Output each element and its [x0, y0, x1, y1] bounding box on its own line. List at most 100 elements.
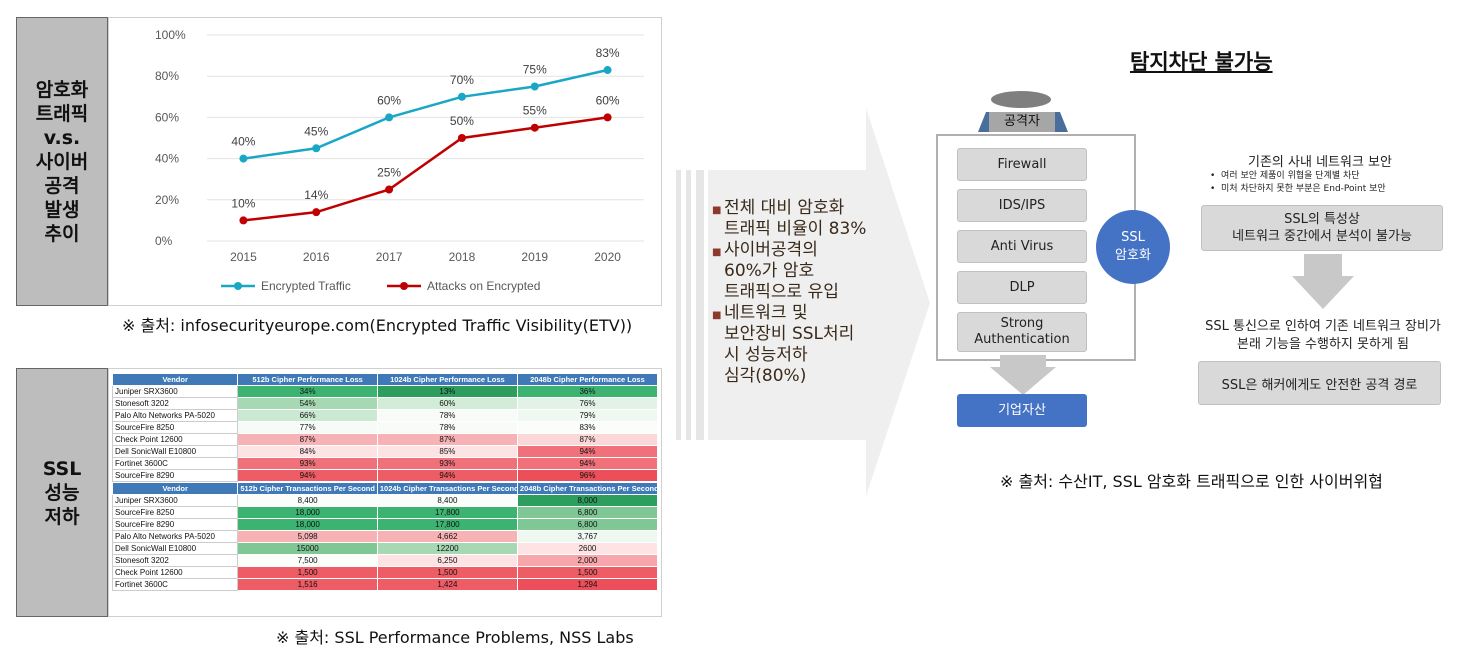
table-row: Stonesoft 3202 54% 60% 76% [111, 397, 659, 410]
table-row: SourceFire 8250 18,000 17,800 6,800 [111, 506, 659, 519]
y-tick-label: 20% [155, 193, 179, 207]
value-cell: 36% [516, 385, 659, 398]
bullet-item: ■ 네트워크 및 보안장비 SSL처리 시 성능저하 심각(80%) [712, 303, 855, 386]
data-label: 45% [304, 124, 328, 138]
data-label: 14% [304, 188, 328, 202]
x-tick-label: 2019 [521, 250, 548, 264]
bullet-item: ■ 전체 대비 암호화 트래픽 비율이 83% [712, 198, 867, 239]
data-label: 75% [523, 63, 547, 77]
data-point [457, 92, 466, 101]
value-cell: 87% [376, 433, 518, 446]
data-point [312, 208, 321, 217]
value-cell: 78% [376, 421, 518, 434]
ssl-encryption-circle: SSL 암호화 [1096, 210, 1170, 284]
table-row: Fortinet 3600C 1,516 1,424 1,294 [111, 578, 659, 591]
ssl-performance-loss-table: Vendor 512b Cipher Performance Loss 1024b … [111, 373, 659, 482]
data-point [603, 113, 612, 122]
vendor-cell: Palo Alto Networks PA-5020 [111, 530, 239, 543]
value-cell: 13% [376, 385, 518, 398]
value-cell: 77% [237, 421, 378, 434]
vendor-cell: Dell SonicWall E10800 [111, 542, 239, 555]
table-source: ※ 출처: SSL Performance Problems, NSS Labs [276, 628, 634, 647]
series-line [243, 68, 608, 160]
table-header-cell: 512b Cipher Performance Loss [237, 373, 378, 386]
bullet-text: 전체 대비 암호화 트래픽 비율이 83% [724, 198, 867, 239]
y-tick-label: 100% [155, 28, 186, 42]
bullet-text: 사이버공격의 60%가 암호 트래픽으로 유입 [724, 240, 839, 302]
value-cell: 18,000 [237, 506, 378, 519]
value-cell: 78% [376, 409, 518, 422]
table-row: Palo Alto Networks PA-5020 5,098 4,662 3,76… [111, 530, 659, 543]
table-header-cell: 1024b Cipher Performance Loss [376, 373, 518, 386]
data-label: 40% [231, 135, 255, 149]
data-point [385, 185, 394, 194]
vendor-cell: SourceFire 8290 [111, 518, 239, 531]
vendor-cell: Fortinet 3600C [111, 578, 239, 591]
x-tick-label: 2017 [376, 250, 403, 264]
note-list: • 여러 보안 제품이 위협을 단계별 차단 • 미처 차단하지 못한 부분은 … [1210, 170, 1386, 196]
value-cell: 7,500 [237, 554, 378, 567]
attack-path-box: SSL은 해커에게도 안전한 공격 경로 [1198, 361, 1441, 405]
table-row: SourceFire 8290 94% 94% 96% [111, 469, 659, 482]
ssl-analysis-box: SSL의 특성상 네트워크 중간에서 분석이 불가능 [1201, 205, 1443, 251]
note-item: • 미처 차단하지 못한 부분은 End-Point 보안 [1210, 184, 1386, 194]
vendor-cell: Stonesoft 3202 [111, 554, 239, 567]
value-cell: 2,000 [516, 554, 659, 567]
table-row: SourceFire 8250 77% 78% 83% [111, 421, 659, 434]
ssl-table-panel: Vendor 512b Cipher Performance Loss 1024b … [108, 368, 662, 617]
security-layer-ids-ips: IDS/IPS [957, 189, 1087, 222]
vendor-cell: SourceFire 8250 [111, 421, 239, 434]
data-point [530, 123, 539, 132]
value-cell: 8,400 [237, 494, 378, 507]
line-chart-panel: 0% 20% 40% 60% 80% 100% 2015 2016 2017 2018 2019 20… [108, 17, 662, 306]
table-row: Juniper SRX3600 34% 13% 36% [111, 385, 659, 398]
vendor-cell: Check Point 12600 [111, 566, 239, 579]
value-cell: 1,294 [516, 578, 659, 591]
right-source: ※ 출처: 수산IT, SSL 암호화 트래픽으로 인한 사이버위협 [1000, 472, 1383, 491]
asset-box: 기업자산 [957, 394, 1087, 427]
value-cell: 94% [376, 469, 518, 482]
table-row: Check Point 12600 1,500 1,500 1,500 [111, 566, 659, 579]
legend-marker [400, 282, 408, 290]
value-cell: 79% [516, 409, 659, 422]
data-label: 60% [377, 93, 401, 107]
vendor-cell: Check Point 12600 [111, 433, 239, 446]
chart-source: ※ 출처: infosecurityeurope.com(Encrypted T… [122, 316, 633, 335]
table-row: Palo Alto Networks PA-5020 66% 78% 79% [111, 409, 659, 422]
x-tick-label: 2020 [594, 250, 621, 264]
down-arrow-icon [990, 355, 1056, 395]
line-chart: 0% 20% 40% 60% 80% 100% 2015 2016 2017 2018 2019 20… [155, 28, 644, 293]
data-label: 25% [377, 166, 401, 180]
y-tick-label: 80% [155, 69, 179, 83]
value-cell: 96% [516, 469, 659, 482]
table-header-cell: 2048b Cipher Performance Loss [516, 373, 659, 386]
security-layer-strong-authentication: Strong Authentication [957, 312, 1087, 352]
value-cell: 8,000 [516, 494, 659, 507]
data-label: 55% [523, 104, 547, 118]
ssl-transactions-table: Vendor 512b Cipher Transactions Per Secon… [111, 482, 659, 591]
value-cell: 1,500 [376, 566, 518, 579]
note-item: • 여러 보안 제품이 위협을 단계별 차단 [1210, 171, 1360, 181]
value-cell: 6,800 [516, 518, 659, 531]
value-cell: 1,500 [516, 566, 659, 579]
data-label: 50% [450, 114, 474, 128]
x-tick-label: 2018 [449, 250, 476, 264]
value-cell: 15000 [237, 542, 378, 555]
data-point [603, 66, 612, 75]
section-label-traffic: 암호화 트래픽 v.s. 사이버 공격 발생 추이 [16, 17, 108, 306]
value-cell: 1,424 [376, 578, 518, 591]
value-cell: 17,800 [376, 506, 518, 519]
data-point [312, 144, 321, 153]
value-cell: 94% [516, 445, 659, 458]
table-row: Juniper SRX3600 8,400 8,400 8,000 [111, 494, 659, 507]
value-cell: 76% [516, 397, 659, 410]
value-cell: 1,500 [237, 566, 378, 579]
value-cell: 3,767 [516, 530, 659, 543]
x-tick-label: 2016 [303, 250, 330, 264]
value-cell: 83% [516, 421, 659, 434]
value-cell: 54% [237, 397, 378, 410]
value-cell: 2600 [516, 542, 659, 555]
vendor-cell: Palo Alto Networks PA-5020 [111, 409, 239, 422]
bullet-item: ■ 사이버공격의 60%가 암호 트래픽으로 유입 [712, 240, 839, 302]
security-layer-firewall: Firewall [957, 148, 1087, 181]
